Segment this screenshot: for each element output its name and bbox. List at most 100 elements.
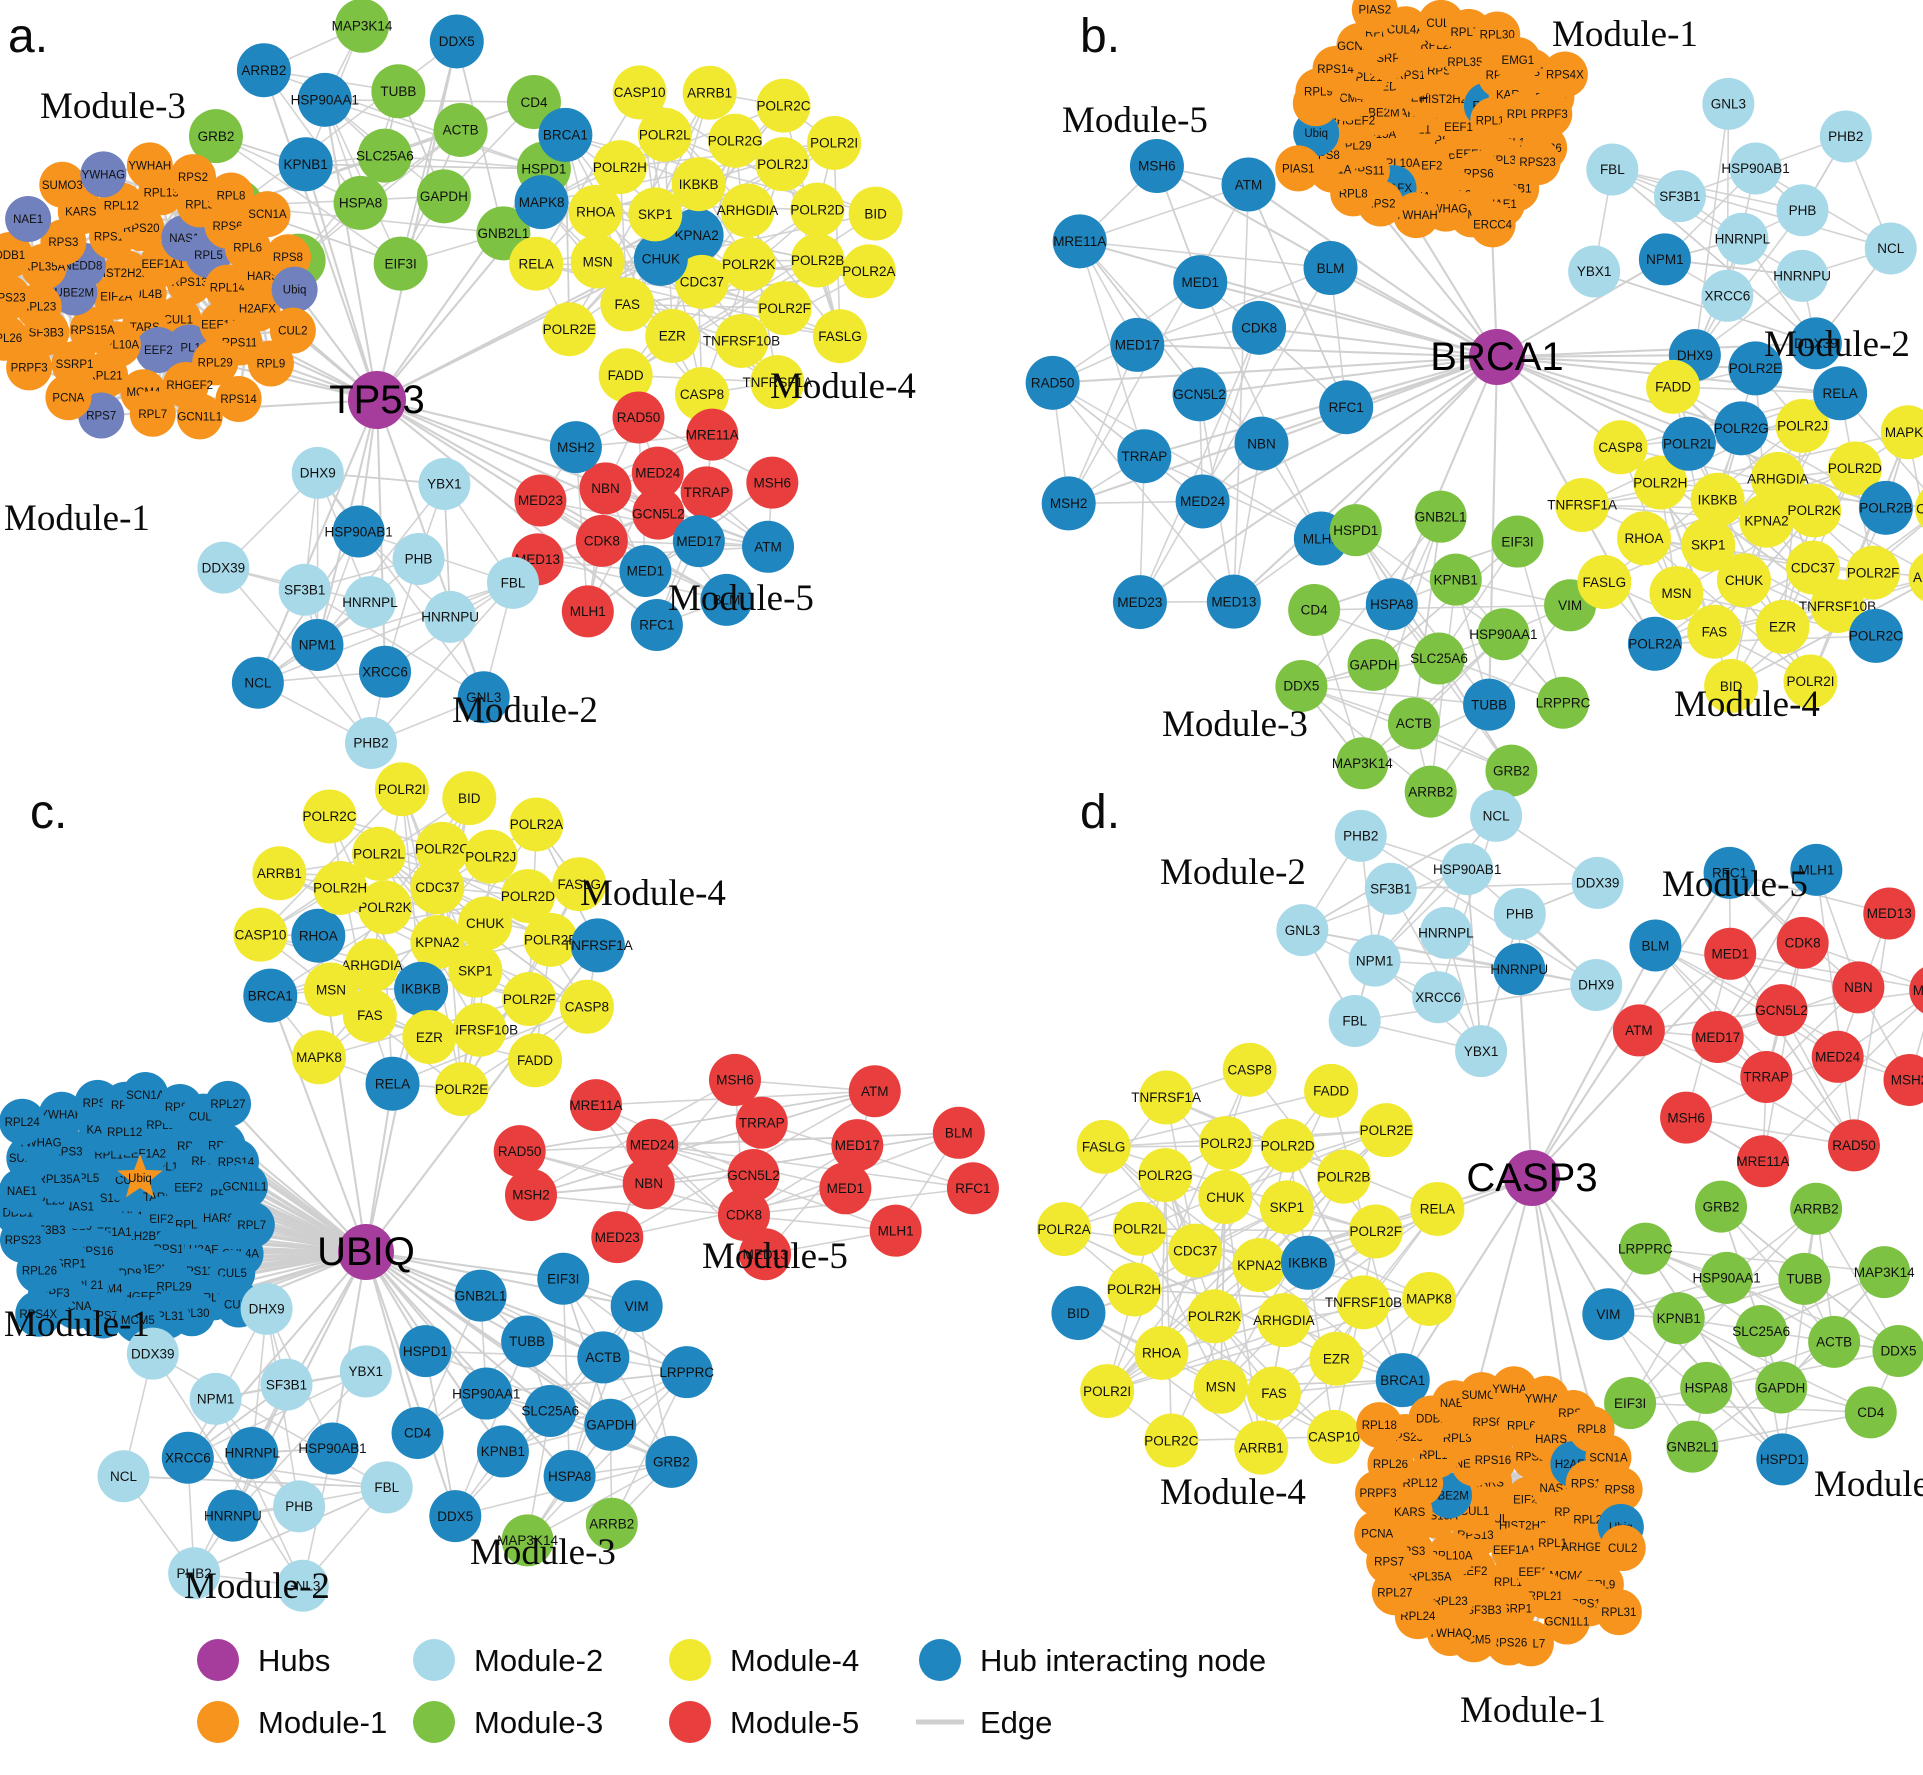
- node-PHB: PHB: [1493, 887, 1546, 940]
- node-MED13: MED13: [1206, 574, 1261, 629]
- node-POLR2D: POLR2D: [1261, 1118, 1315, 1173]
- node-NPM1: NPM1: [1348, 934, 1401, 987]
- node-POLR2A: POLR2A: [509, 797, 564, 852]
- node-RELA: RELA: [509, 236, 564, 291]
- node-EMG1: EMG1: [1494, 37, 1541, 84]
- node-MED13: MED13: [1863, 887, 1916, 940]
- node-MSN: MSN: [303, 962, 358, 1017]
- node-RPL31: RPL31: [1595, 1589, 1642, 1636]
- module-label-b-Module-5: Module-5: [1062, 100, 1208, 141]
- node-FADD: FADD: [508, 1033, 563, 1088]
- node-ACTB: ACTB: [433, 102, 488, 157]
- node-MSH2: MSH2: [549, 421, 602, 474]
- hub-label: UBIQ: [317, 1230, 415, 1274]
- node-POLR2B: POLR2B: [1858, 480, 1913, 535]
- node-NCL: NCL: [1470, 789, 1523, 842]
- node-HSPA8: HSPA8: [333, 175, 388, 230]
- module-label-b-Module-1: Module-1: [1552, 14, 1698, 55]
- node-MRE11A: MRE11A: [569, 1079, 622, 1132]
- node-GNL3: GNL3: [1276, 904, 1329, 957]
- node-BRCA1: BRCA1: [538, 107, 593, 162]
- node-PHB2: PHB2: [1819, 110, 1872, 163]
- node-NCL: NCL: [97, 1450, 150, 1503]
- node-RPL7: RPL7: [129, 390, 176, 437]
- node-RAD50: RAD50: [1025, 355, 1080, 410]
- node-DHX9: DHX9: [291, 446, 344, 499]
- node-PHB: PHB: [392, 533, 445, 586]
- node-GAPDH: GAPDH: [416, 169, 471, 224]
- node-ACTB: ACTB: [1387, 697, 1440, 750]
- node-CDK8: CDK8: [575, 514, 628, 567]
- node-FADD: FADD: [1646, 359, 1701, 414]
- node-IKBKB: IKBKB: [394, 961, 449, 1016]
- module-label-c-Module-2: Module-2: [184, 1566, 330, 1607]
- node-POLR2L: POLR2L: [352, 826, 407, 881]
- node-POLR2I: POLR2I: [807, 115, 862, 170]
- node-POLR2G: POLR2G: [1138, 1148, 1193, 1203]
- node-HSPA8: HSPA8: [543, 1450, 596, 1503]
- node-IKBKB: IKBKB: [1280, 1235, 1335, 1290]
- node-RELA: RELA: [365, 1056, 420, 1111]
- node-RHOA: RHOA: [1134, 1325, 1189, 1380]
- node-EZR: EZR: [645, 308, 700, 363]
- node-ARRB2: ARRB2: [1404, 765, 1457, 818]
- node-SKP1: SKP1: [1259, 1180, 1314, 1235]
- node-POLR2H: POLR2H: [593, 140, 647, 195]
- node-YBX1: YBX1: [1568, 245, 1621, 298]
- node-GRB2: GRB2: [1485, 744, 1538, 797]
- node-CD4: CD4: [391, 1406, 444, 1459]
- node-POLR2B: POLR2B: [790, 233, 845, 288]
- legend-swatch: [669, 1701, 711, 1743]
- node-HSPA8: HSPA8: [1680, 1361, 1733, 1414]
- hub-node-BRCA1: BRCA1: [1430, 329, 1564, 385]
- node-ARRB1: ARRB1: [682, 65, 737, 120]
- node-FBL: FBL: [1586, 143, 1639, 196]
- node-NAE1: NAE1: [5, 196, 52, 243]
- hub-node-CASP3: CASP3: [1466, 1150, 1598, 1206]
- node-POLR2B: POLR2B: [1316, 1149, 1371, 1204]
- node-POLR2A: POLR2A: [1037, 1202, 1092, 1257]
- node-BLM: BLM: [932, 1106, 985, 1159]
- node-ARRB2: ARRB2: [1790, 1182, 1843, 1235]
- legend-label: Module-4: [730, 1643, 859, 1678]
- node-POLR2K: POLR2K: [1787, 483, 1842, 538]
- node-RFC1: RFC1: [946, 1162, 999, 1215]
- node-POLR2E: POLR2E: [1359, 1103, 1414, 1158]
- node-PHB2: PHB2: [344, 716, 397, 769]
- node-POLR2A: POLR2A: [1627, 616, 1682, 671]
- legend-item-hubs: Hubs: [197, 1639, 330, 1681]
- legend-item-module-3: Module-3: [413, 1701, 603, 1743]
- node-RPL24: RPL24: [0, 1098, 46, 1145]
- node-RAD50: RAD50: [1827, 1119, 1880, 1172]
- node-DHX9: DHX9: [1570, 958, 1623, 1011]
- node-GNL3: GNL3: [1702, 77, 1755, 130]
- module-label-d-Module-5: Module-5: [1662, 864, 1808, 905]
- node-SF3B1: SF3B1: [1653, 170, 1706, 223]
- node-MED23: MED23: [591, 1211, 644, 1264]
- node-POLR2F: POLR2F: [757, 281, 812, 336]
- node-EZR: EZR: [1309, 1331, 1364, 1386]
- panel-letter-c: c.: [30, 786, 67, 839]
- node-POLR2L: POLR2L: [1112, 1201, 1167, 1256]
- node-MAPK8: MAPK8: [292, 1030, 347, 1085]
- node-POLR2H: POLR2H: [1107, 1262, 1161, 1317]
- node-CD4: CD4: [1288, 583, 1341, 636]
- node-POLR2I: POLR2I: [1080, 1364, 1135, 1419]
- node-BLM: BLM: [1629, 919, 1682, 972]
- node-POLR2J: POLR2J: [755, 137, 810, 192]
- module-label-d-Module-4: Module-4: [1160, 1472, 1306, 1513]
- node-TUBB: TUBB: [501, 1315, 554, 1368]
- panel-letter-d: d.: [1080, 786, 1120, 839]
- node-RPL27: RPL27: [204, 1080, 251, 1127]
- node-GNB2L1: GNB2L1: [1666, 1420, 1719, 1473]
- node-CASP10: CASP10: [233, 907, 288, 962]
- node-SF3B1: SF3B1: [278, 563, 331, 616]
- node-POLR2K: POLR2K: [721, 237, 776, 292]
- hub-label: CASP3: [1466, 1156, 1597, 1200]
- node-BID: BID: [848, 186, 903, 241]
- node-MAPK8: MAPK8: [1402, 1271, 1457, 1326]
- node-PCNA: PCNA: [45, 374, 92, 421]
- node-YWHAG: YWHAG: [80, 151, 127, 198]
